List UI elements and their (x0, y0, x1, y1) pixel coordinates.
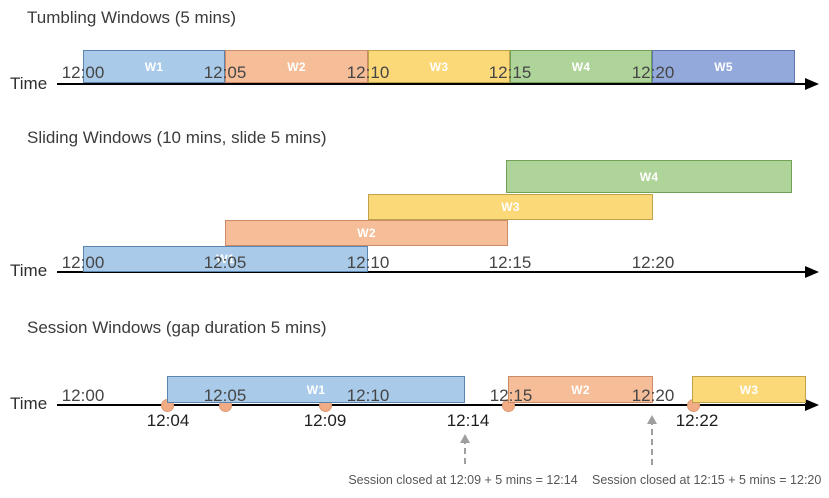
sliding-title: Sliding Windows (10 mins, slide 5 mins) (27, 128, 327, 147)
sliding-time-axis (57, 271, 805, 273)
sliding-window-w4-label: W4 (639, 169, 659, 184)
sliding-window-w3-label: W3 (501, 200, 520, 214)
session-time-axis (57, 404, 805, 406)
event-label-1209: 12:09 (303, 411, 347, 430)
session-window-w3: W3 (692, 376, 806, 403)
event-label-1214: 12:14 (446, 411, 490, 430)
session-window-w1: W1 (167, 376, 465, 403)
sliding-tick-1205: 12:05 (203, 253, 247, 272)
tumbling-tick-1210: 12:10 (346, 63, 390, 82)
tumbling-tick-1215: 12:15 (488, 63, 532, 82)
sliding-axis-label: Time (10, 261, 48, 280)
tumbling-window-w3: W3 (368, 50, 510, 83)
session-window-w2-label: W2 (571, 382, 590, 397)
sliding-tick-1215: 12:15 (488, 253, 532, 272)
tumbling-window-w4-label: W4 (571, 59, 591, 74)
tumbling-tick-1220: 12:20 (631, 63, 675, 82)
tumbling-axis-arrow-icon (805, 78, 819, 90)
tumbling-window-w2: W2 (225, 50, 368, 83)
session-window-w2: W2 (508, 376, 653, 403)
session-title: Session Windows (gap duration 5 mins) (27, 318, 327, 337)
sliding-tick-1200: 12:00 (61, 253, 105, 272)
tumbling-window-w5: W5 (652, 50, 795, 83)
sliding-window-w1-label: W1 (216, 252, 235, 266)
session-close-annotation-2: Session closed at 12:15 + 5 mins = 12:20 (592, 473, 822, 487)
sliding-window-w1: W1 (83, 246, 368, 272)
tumbling-window-w5-label: W5 (714, 59, 733, 74)
session-close-annotation-1: Session closed at 12:09 + 5 mins = 12:14 (348, 473, 578, 487)
tumbling-time-axis (57, 83, 805, 85)
tumbling-axis-label: Time (10, 74, 48, 93)
session-window-w1-label: W1 (306, 382, 326, 397)
tumbling-window-w3-label: W3 (429, 59, 449, 74)
session-window-w3-label: W3 (739, 382, 759, 397)
tumbling-window-w1: W1 (83, 50, 225, 83)
event-label-1222: 12:22 (675, 411, 719, 430)
sliding-window-w4: W4 (506, 160, 792, 193)
tumbling-window-w1-label: W1 (144, 59, 164, 74)
session-tick-1200: 12:00 (61, 386, 105, 405)
session-tick-1210: 12:10 (346, 386, 390, 405)
session-close-arrow-1214-icon (460, 434, 470, 464)
tumbling-tick-1205: 12:05 (203, 63, 247, 82)
session-close-arrow-1220-icon (647, 415, 657, 465)
sliding-tick-1220: 12:20 (631, 253, 675, 272)
event-label-1204: 12:04 (146, 411, 190, 430)
tumbling-title: Tumbling Windows (5 mins) (27, 8, 237, 27)
tumbling-window-w2-label: W2 (287, 59, 306, 74)
sliding-window-w2-label: W2 (357, 226, 376, 240)
session-axis-arrow-icon (805, 399, 819, 411)
session-tick-1220: 12:20 (631, 386, 675, 405)
sliding-window-w3: W3 (368, 194, 653, 220)
sliding-window-w2: W2 (225, 220, 508, 246)
tumbling-window-w4: W4 (510, 50, 652, 83)
session-axis-label: Time (10, 394, 48, 413)
sliding-axis-arrow-icon (805, 266, 819, 278)
session-tick-1205: 12:05 (203, 386, 247, 405)
tumbling-tick-1200: 12:00 (61, 63, 105, 82)
sliding-tick-1210: 12:10 (346, 253, 390, 272)
session-tick-1215: 12:15 (489, 386, 533, 405)
